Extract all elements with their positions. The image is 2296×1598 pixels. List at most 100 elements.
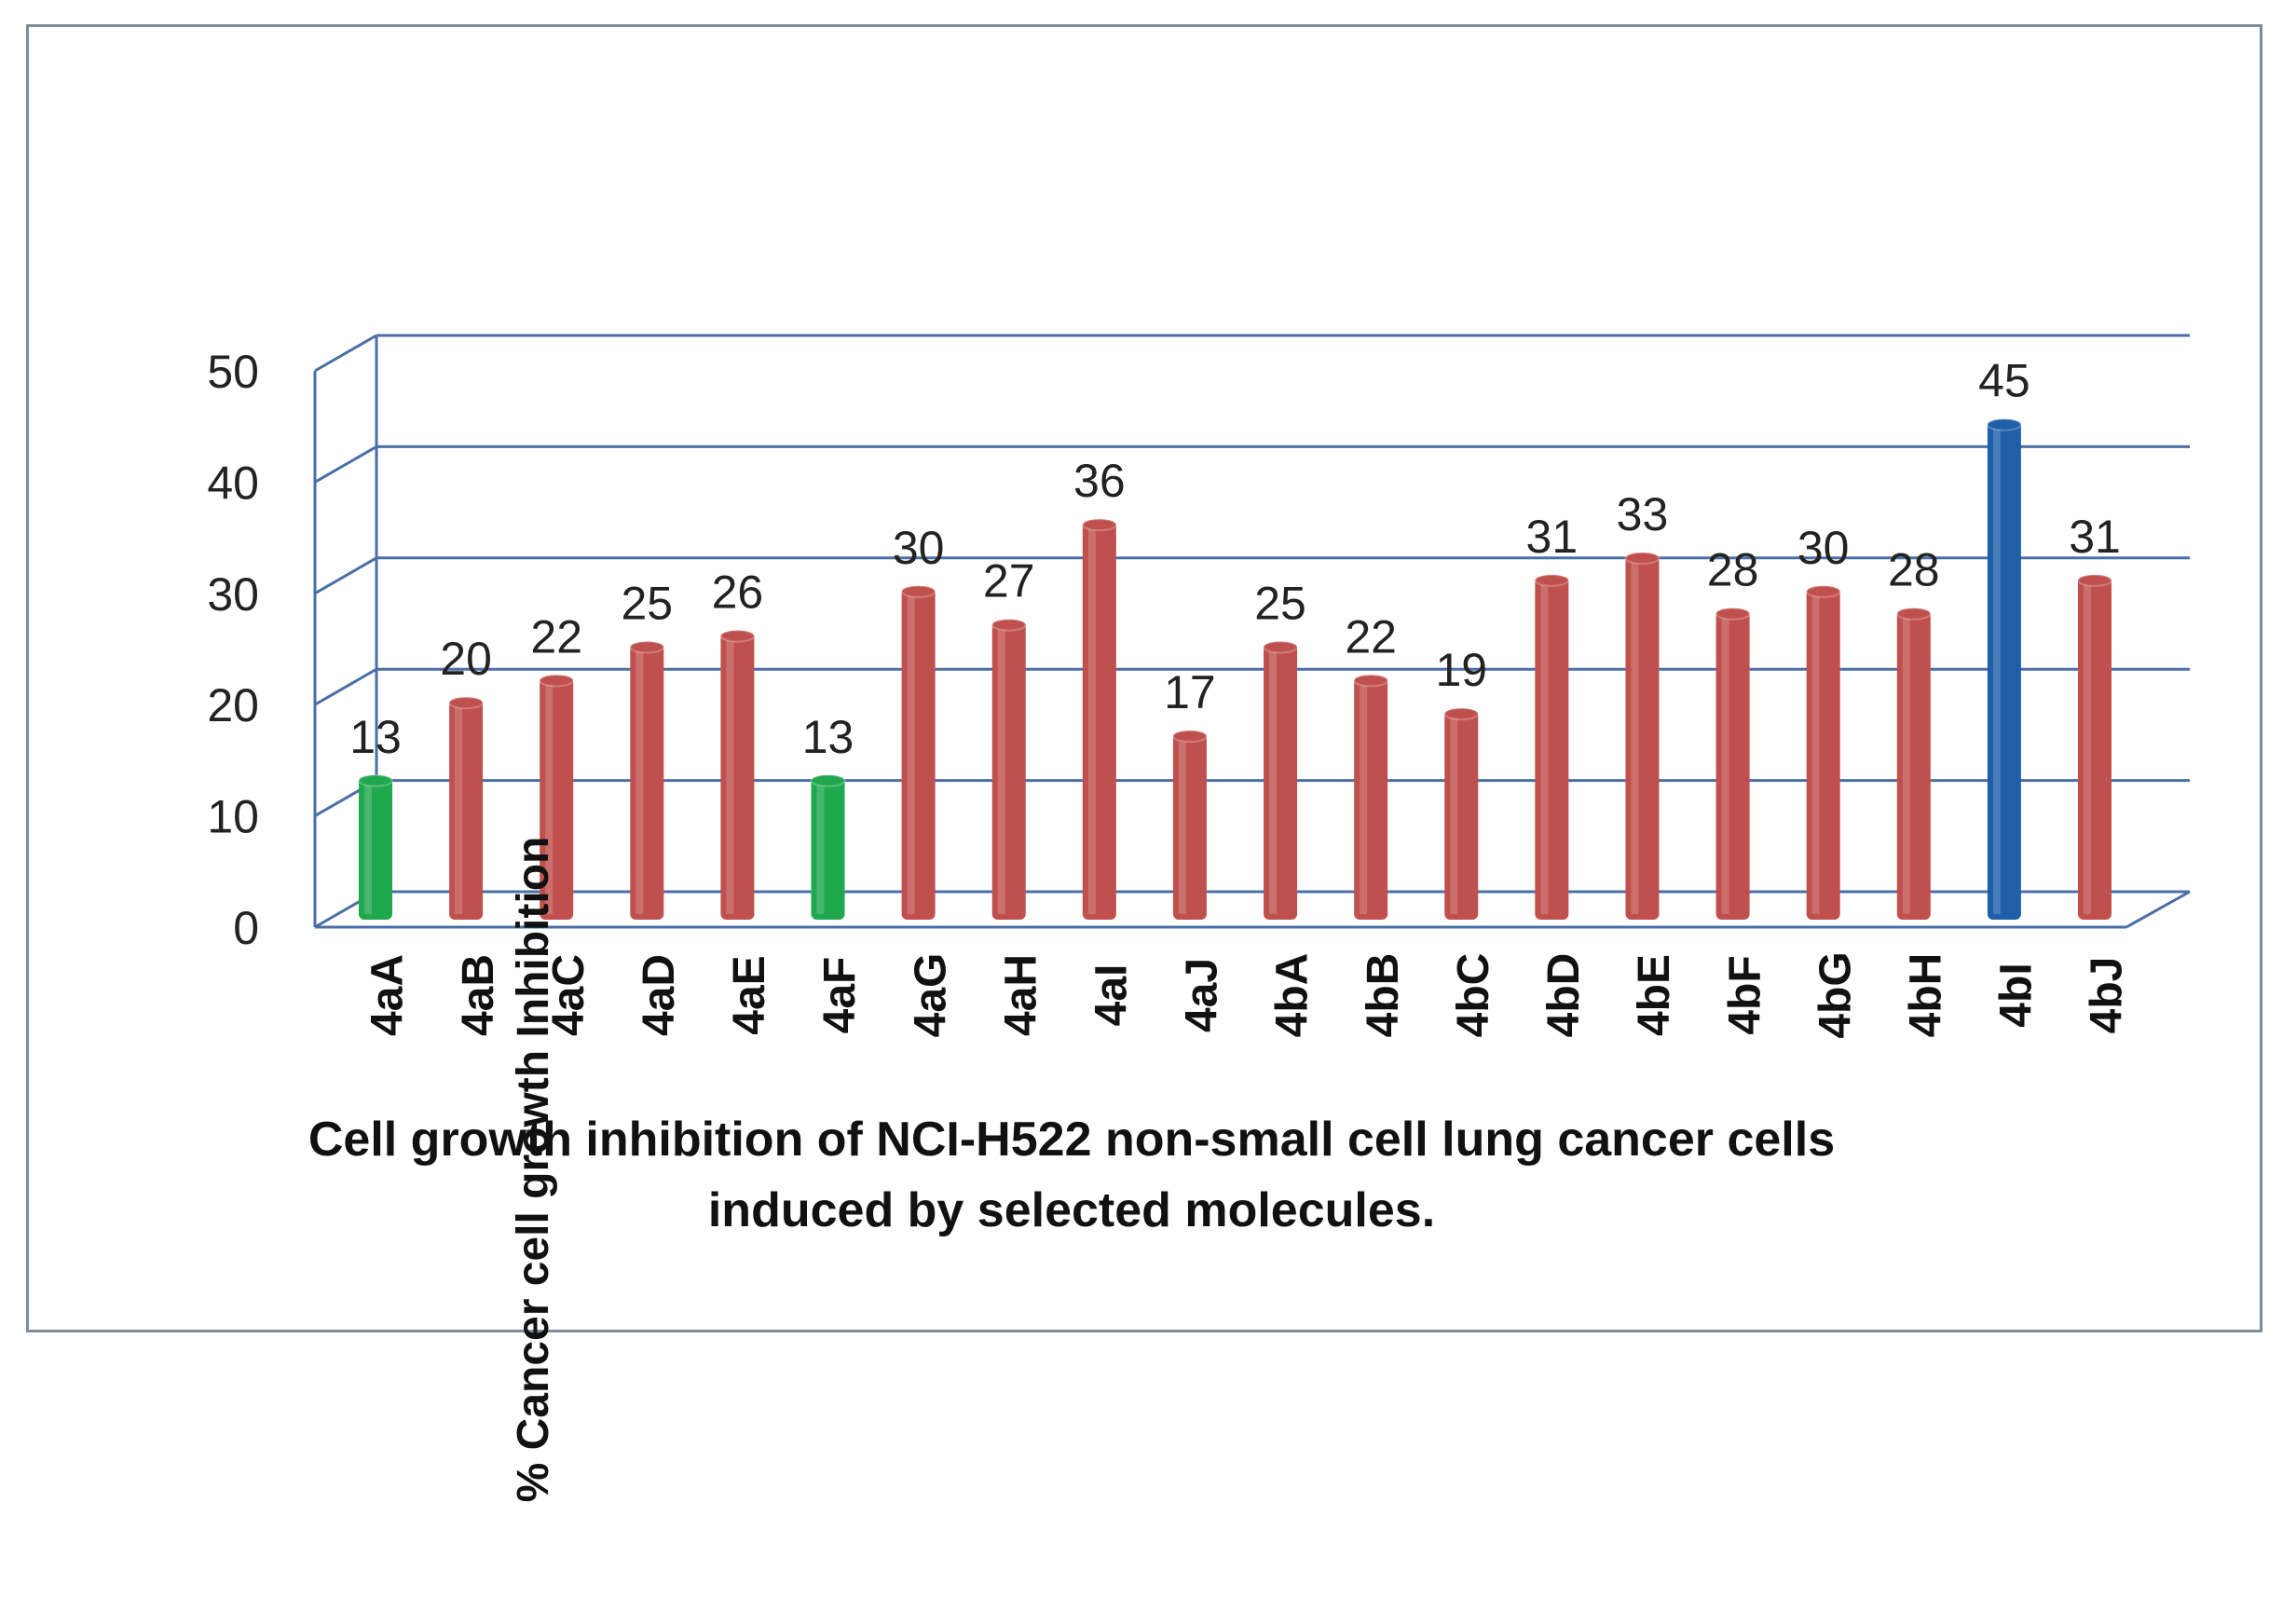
bar-cap-4aB xyxy=(448,696,485,710)
data-label-4bH: 28 xyxy=(1888,544,1940,596)
data-label-4aD: 25 xyxy=(622,578,674,630)
bar-4bD xyxy=(1535,576,1569,920)
bar-highlight-4aJ xyxy=(1178,738,1186,914)
bar-highlight-4aH xyxy=(997,626,1005,914)
y-tick-label: 10 xyxy=(207,791,259,843)
bar-highlight-4bB xyxy=(1360,682,1368,914)
x-axis-title: Cell growth inhibition of NCI-H522 non-s… xyxy=(280,1104,1864,1246)
bar-4aA xyxy=(359,776,392,920)
x-tick-label-4bG: 4bG xyxy=(1811,951,1860,1038)
y-tick-label: 20 xyxy=(207,679,259,731)
x-tick-label-4bB: 4bB xyxy=(1359,953,1408,1038)
data-label-4aG: 30 xyxy=(893,522,945,574)
x-tick-label-4bF: 4bF xyxy=(1720,955,1770,1034)
bar-highlight-4aG xyxy=(907,593,915,914)
x-tick-label-4aD: 4aD xyxy=(635,954,684,1036)
bar-cap-4aF xyxy=(810,773,846,787)
bar-cap-4aD xyxy=(629,640,665,654)
data-label-4aJ: 17 xyxy=(1164,666,1216,718)
x-tick-label-4aF: 4aF xyxy=(815,957,865,1034)
bar-highlight-4aB xyxy=(455,704,463,914)
x-axis-title-line-1: Cell growth inhibition of NCI-H522 non-s… xyxy=(308,1113,1836,1167)
data-label-4bD: 31 xyxy=(1526,511,1578,563)
bar-highlight-4bD xyxy=(1540,581,1549,914)
bar-highlight-4aI xyxy=(1087,526,1096,914)
bar-cap-4bE xyxy=(1624,551,1660,565)
data-label-4aB: 20 xyxy=(440,633,492,685)
bar-cap-4bG xyxy=(1805,584,1841,598)
bar-cap-4aG xyxy=(900,584,936,598)
bar-cap-4bD xyxy=(1534,573,1570,587)
bar-highlight-4bE xyxy=(1631,559,1639,914)
bar-cap-4bI xyxy=(1986,417,2022,431)
bar-highlight-4aC xyxy=(545,682,554,914)
data-label-4bF: 28 xyxy=(1707,544,1759,596)
bar-highlight-4bF xyxy=(1721,615,1729,914)
bar-4aJ xyxy=(1172,732,1207,920)
x-tick-label-4aH: 4aH xyxy=(996,954,1046,1036)
bar-4aI xyxy=(1082,521,1116,920)
bar-cap-4aE xyxy=(719,629,756,643)
y-tick-label: 30 xyxy=(207,568,259,621)
data-label-4bJ: 31 xyxy=(2069,511,2121,563)
bar-4aH xyxy=(991,621,1026,920)
data-label-4aC: 22 xyxy=(530,610,582,662)
bar-4bA xyxy=(1264,643,1298,920)
bar-cap-4aH xyxy=(991,618,1027,632)
x-tick-label-4bD: 4bD xyxy=(1539,953,1589,1038)
x-tick-label-4bJ: 4bJ xyxy=(2083,957,2132,1034)
bar-4bE xyxy=(1625,553,1660,920)
x-tick-label-4aE: 4aE xyxy=(725,955,774,1034)
bar-cap-4aC xyxy=(539,674,575,688)
bar-cap-4aI xyxy=(1081,518,1117,532)
bar-4aD xyxy=(630,643,664,920)
x-tick-label-4bC: 4bC xyxy=(1449,953,1498,1038)
bar-cap-4bF xyxy=(1715,607,1751,621)
bar-4bG xyxy=(1806,587,1840,920)
x-tick-label-4bE: 4bE xyxy=(1630,954,1679,1036)
data-label-4bI: 45 xyxy=(1978,355,2030,407)
bar-cap-4aA xyxy=(358,773,393,787)
x-tick-label-4aJ: 4aJ xyxy=(1178,958,1227,1032)
bar-4bI xyxy=(1987,420,2021,920)
bar-highlight-4bG xyxy=(1811,593,1820,914)
side-gridline-20 xyxy=(314,667,377,706)
data-label-4bC: 19 xyxy=(1435,644,1487,696)
data-label-4bA: 25 xyxy=(1254,578,1306,630)
side-gridline-30 xyxy=(314,556,377,595)
bar-cap-4bC xyxy=(1443,707,1480,721)
data-label-4aE: 26 xyxy=(712,567,764,619)
bar-4bH xyxy=(1896,609,1931,920)
bar-4aG xyxy=(901,587,936,920)
labels-layer: 0 10 20 30 40 50 13 4aA 20 4aB 22 4aC 25 4aD 26 4aE 13 4a… xyxy=(207,346,2131,1039)
bar-cap-4aJ xyxy=(1171,730,1208,744)
bar-highlight-4aE xyxy=(726,637,734,914)
side-gridline-40 xyxy=(314,445,377,484)
bars-layer xyxy=(358,417,2112,920)
y-tick-label: 0 xyxy=(233,902,259,954)
x-tick-label-4aG: 4aG xyxy=(906,953,955,1038)
bar-highlight-4aF xyxy=(816,782,825,914)
y-tick-label: 40 xyxy=(207,457,259,509)
bar-highlight-4bH xyxy=(1902,615,1910,914)
data-label-4aH: 27 xyxy=(983,555,1035,608)
bar-highlight-4bC xyxy=(1450,716,1458,914)
bar-cap-4bA xyxy=(1263,640,1299,654)
bar-cap-4bH xyxy=(1895,607,1932,621)
bar-4bC xyxy=(1444,710,1479,920)
data-label-4aA: 13 xyxy=(349,711,402,763)
bar-cap-4bJ xyxy=(2077,573,2112,587)
bar-highlight-4bI xyxy=(1992,426,2001,914)
bar-4aE xyxy=(720,632,755,920)
x-tick-label-4aC: 4aC xyxy=(544,954,594,1036)
chart-frame xyxy=(26,24,2262,1332)
bar-highlight-4bJ xyxy=(2084,581,2091,914)
floor-right-edge xyxy=(2125,890,2191,929)
bar-4aC xyxy=(540,676,574,920)
x-axis-title-line-2: induced by selected molecules. xyxy=(707,1183,1436,1237)
x-tick-label-4bH: 4bH xyxy=(1901,953,1950,1038)
bar-chart: 0 10 20 30 40 50 13 4aA 20 4aB 22 4aC 25 4aD 26 4aE 13 4a… xyxy=(207,334,2191,1039)
bar-4aF xyxy=(811,776,845,920)
data-label-4aI: 36 xyxy=(1073,455,1126,507)
side-gridline-50 xyxy=(314,334,377,373)
